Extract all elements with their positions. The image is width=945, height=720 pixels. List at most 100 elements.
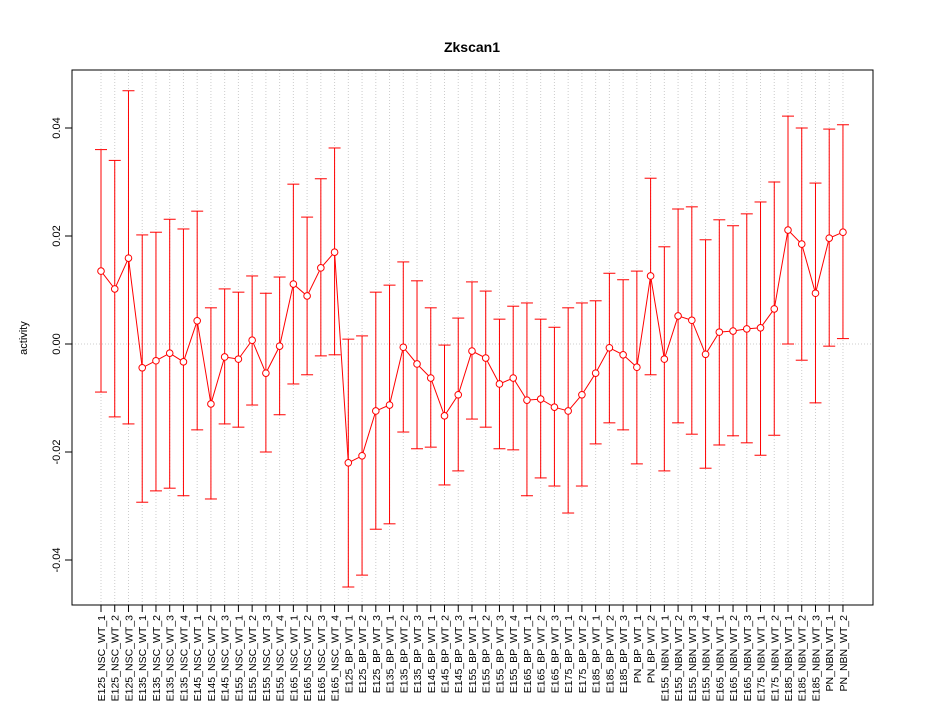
data-point [179,358,188,366]
x-tick-label: E155_BP_WT_2 [481,615,493,693]
x-tick-label: E135_BP_WT_1 [385,615,397,693]
x-tick-label: E175_NBN_WT_1 [756,615,768,702]
data-point [839,228,847,237]
data-point [303,292,311,300]
x-tick-label: E185_NBN_WT_2 [797,615,809,702]
data-point [770,305,779,313]
data-point [454,390,463,399]
x-tick-label: E155_NBN_WT_1 [659,615,671,702]
data-point [193,316,201,325]
x-tick-label: E125_BP_WT_3 [371,615,383,693]
x-tick-label: PN_NBN_WT_2 [838,615,850,692]
data-point [646,272,655,280]
x-tick-label: E155_NSC_WT_3 [261,615,273,702]
data-point [234,355,243,363]
series-activity [95,90,849,588]
x-tick-label: E125_NSC_WT_1 [96,615,108,702]
data-point [124,254,133,262]
data-point [550,403,559,411]
x-tick-label: E175_NBN_WT_2 [769,615,781,702]
x-tick-label: E135_NSC_WT_4 [178,615,190,702]
data-point [591,369,600,377]
data-point [523,396,531,404]
data-point [413,360,421,368]
data-point [248,336,256,345]
data-point [275,342,284,350]
chart-title: Zkscan1 [444,39,500,55]
data-point [152,356,160,365]
x-tick-label: E145_NSC_WT_2 [206,615,218,702]
data-point [110,285,119,293]
data-point [385,401,394,409]
x-tick-label: E155_NBN_WT_4 [701,615,713,702]
data-point [440,412,449,420]
x-tick-label: E125_BP_WT_1 [343,615,355,693]
x-tick-label: E165_BP_WT_3 [549,615,561,693]
x-tick-label: E135_NSC_WT_2 [151,615,163,702]
data-point [165,349,174,357]
data-point [138,363,147,372]
y-axis: -0.04 -0.02 0.00 0.02 0.04 [51,117,72,573]
data-point [97,267,105,275]
y-tick-label: -0.02 [51,439,63,464]
y-tick-label: 0.00 [51,333,63,354]
x-tick-label: E145_NSC_WT_1 [192,615,204,702]
x-tick-label: E135_BP_WT_2 [398,615,410,693]
data-point [207,400,215,408]
x-tick-label: E125_NSC_WT_2 [110,615,122,702]
x-tick-label: E145_BP_WT_2 [440,615,452,693]
data-point [715,328,724,336]
data-point [372,407,380,415]
data-point [262,369,270,377]
x-tick-label: E165_NSC_WT_1 [288,615,300,702]
data-point [633,363,641,372]
data-point [784,226,792,234]
data-point [825,234,834,242]
data-point [729,327,737,335]
x-tick-label: E185_BP_WT_1 [591,615,603,693]
x-tick-label: E125_NSC_WT_3 [123,615,135,702]
x-tick-label: E165_BP_WT_1 [522,615,534,693]
x-tick-label: E155_BP_WT_4 [508,615,520,693]
x-tick-label: E155_BP_WT_3 [494,615,506,693]
grid [72,70,873,605]
x-tick-label: E165_NSC_WT_3 [316,615,328,702]
x-tick-label: E135_NSC_WT_1 [137,615,149,702]
x-tick-label: E155_NSC_WT_1 [233,615,245,702]
plot-frame [71,69,874,606]
x-tick-label: E155_NBN_WT_3 [687,615,699,702]
data-point [756,324,765,332]
x-tick-label: E165_NBN_WT_2 [728,615,740,702]
x-tick-label: E155_NSC_WT_2 [247,615,259,702]
y-tick-label: 0.02 [51,225,63,246]
data-point [660,355,669,363]
y-tick-label: -0.04 [51,547,63,572]
x-tick-label: E185_BP_WT_2 [604,615,616,693]
x-tick-label: E165_NSC_WT_4 [330,615,342,702]
x-tick-label: E155_BP_WT_1 [467,615,479,693]
x-tick-label: E135_NSC_WT_3 [165,615,177,702]
x-tick-label: E185_NBN_WT_1 [783,615,795,702]
x-tick-label: E185_NBN_WT_3 [810,615,822,702]
x-tick-label: E155_NSC_WT_4 [275,615,287,702]
data-point [564,407,572,415]
data-point [426,374,435,382]
data-point [578,390,586,399]
data-point [797,240,806,248]
data-point [330,248,339,256]
data-point [495,380,504,388]
data-point [509,374,518,382]
y-tick-label: 0.04 [51,117,63,138]
x-tick-label: PN_NBN_WT_1 [824,615,836,692]
x-tick-label: E135_BP_WT_3 [412,615,424,693]
x-axis: E125_NSC_WT_1 E125_NSC_WT_2 E125_NSC_WT_3 E… [96,605,850,701]
data-point [742,325,751,333]
data-point [358,451,366,460]
data-point [619,351,627,359]
data-point [811,289,820,298]
y-axis-label: activity [18,321,30,355]
data-point [399,343,408,352]
x-tick-label: E175_BP_WT_2 [577,615,589,693]
data-point [674,312,682,320]
x-tick-label: E165_NSC_WT_2 [302,615,314,702]
